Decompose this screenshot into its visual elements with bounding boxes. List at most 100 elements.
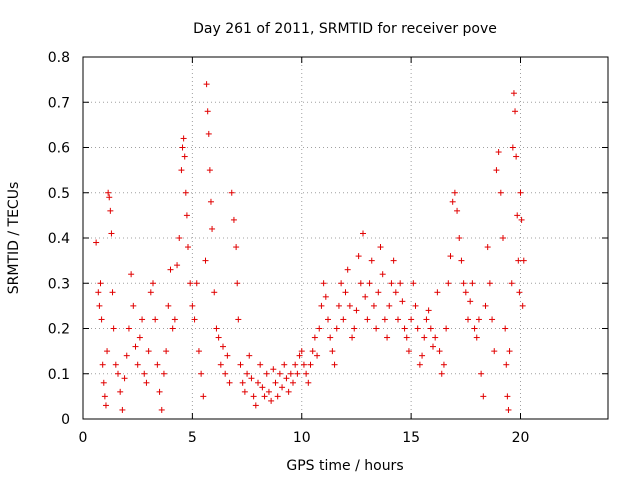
data-point	[230, 216, 237, 223]
data-point	[158, 406, 165, 413]
data-point	[517, 189, 524, 196]
data-point	[213, 325, 220, 332]
data-point	[445, 280, 452, 287]
data-points	[93, 81, 527, 413]
data-point	[473, 334, 480, 341]
data-point	[179, 144, 186, 151]
grid-lines	[83, 57, 608, 419]
data-point	[109, 289, 116, 296]
data-point	[178, 167, 185, 174]
y-axis-label: SRMTID / TECUs	[6, 182, 22, 295]
data-point	[512, 108, 519, 115]
data-point	[454, 207, 461, 214]
data-point	[261, 393, 268, 400]
data-point	[226, 379, 233, 386]
data-point	[234, 280, 241, 287]
data-point	[520, 257, 527, 264]
data-point	[351, 325, 358, 332]
data-point	[338, 280, 345, 287]
data-point	[447, 253, 454, 260]
y-tick-label: 0	[61, 412, 70, 428]
data-point	[139, 316, 146, 323]
data-point	[97, 280, 104, 287]
data-point	[484, 244, 491, 251]
chart-title: Day 261 of 2011, SRMTID for receiver pov…	[193, 21, 497, 37]
x-tick-label: 5	[188, 430, 197, 446]
data-point	[514, 212, 521, 219]
data-point	[516, 289, 523, 296]
data-point	[265, 388, 272, 395]
data-point	[491, 348, 498, 355]
data-point	[370, 302, 377, 309]
data-point	[220, 343, 226, 350]
data-point	[224, 352, 231, 359]
data-point	[160, 370, 167, 377]
data-point	[390, 257, 397, 264]
data-point	[497, 189, 504, 196]
data-point	[314, 352, 321, 359]
data-point	[362, 293, 369, 300]
data-point	[209, 225, 216, 232]
data-point	[486, 280, 493, 287]
data-point	[388, 280, 395, 287]
data-point	[259, 384, 266, 391]
data-point	[392, 289, 399, 296]
data-point	[206, 167, 213, 174]
data-point	[121, 375, 128, 382]
data-point	[263, 370, 270, 377]
data-point	[366, 280, 373, 287]
data-point	[203, 81, 210, 88]
data-point	[150, 280, 156, 287]
data-point	[296, 352, 303, 359]
data-point	[318, 302, 325, 309]
data-point	[165, 302, 172, 309]
data-point	[346, 302, 353, 309]
data-point	[96, 302, 103, 309]
x-tick-label: 20	[512, 430, 530, 446]
data-point	[143, 379, 150, 386]
data-point	[307, 361, 314, 368]
data-point	[147, 289, 154, 296]
data-point	[95, 289, 102, 296]
data-point	[364, 316, 371, 323]
data-point	[189, 302, 196, 309]
data-point	[489, 316, 496, 323]
data-point	[427, 325, 434, 332]
data-point	[449, 198, 456, 205]
data-point	[344, 266, 351, 273]
data-point	[292, 361, 299, 368]
data-point	[128, 271, 135, 278]
data-point	[268, 397, 275, 404]
data-point	[106, 194, 113, 201]
data-point	[252, 402, 259, 409]
data-point	[327, 334, 334, 341]
data-point	[125, 325, 132, 332]
data-point	[300, 361, 307, 368]
data-point	[176, 235, 183, 241]
data-point	[325, 316, 331, 323]
data-point	[246, 352, 253, 359]
data-point	[504, 393, 511, 400]
data-point	[311, 334, 318, 341]
data-point	[228, 189, 235, 196]
data-point	[303, 370, 310, 377]
data-point	[101, 393, 108, 400]
data-point	[298, 348, 305, 355]
data-point	[399, 298, 406, 305]
data-point	[279, 384, 286, 391]
data-point	[217, 361, 224, 368]
data-point	[513, 153, 520, 160]
data-point	[416, 361, 423, 368]
data-point	[493, 167, 500, 174]
y-tick-label: 0.6	[48, 141, 70, 157]
data-point	[421, 334, 428, 341]
data-point	[305, 379, 312, 386]
data-point	[182, 189, 189, 196]
data-point	[518, 216, 525, 223]
data-point	[467, 298, 474, 305]
data-point	[355, 253, 362, 260]
data-point	[134, 361, 141, 368]
data-point	[443, 325, 450, 332]
axis-ticks: 0 5 10 15 20 0 0.1 0.2 0.3 0.4 0.5 0.6 0.7 0.8	[48, 50, 608, 446]
